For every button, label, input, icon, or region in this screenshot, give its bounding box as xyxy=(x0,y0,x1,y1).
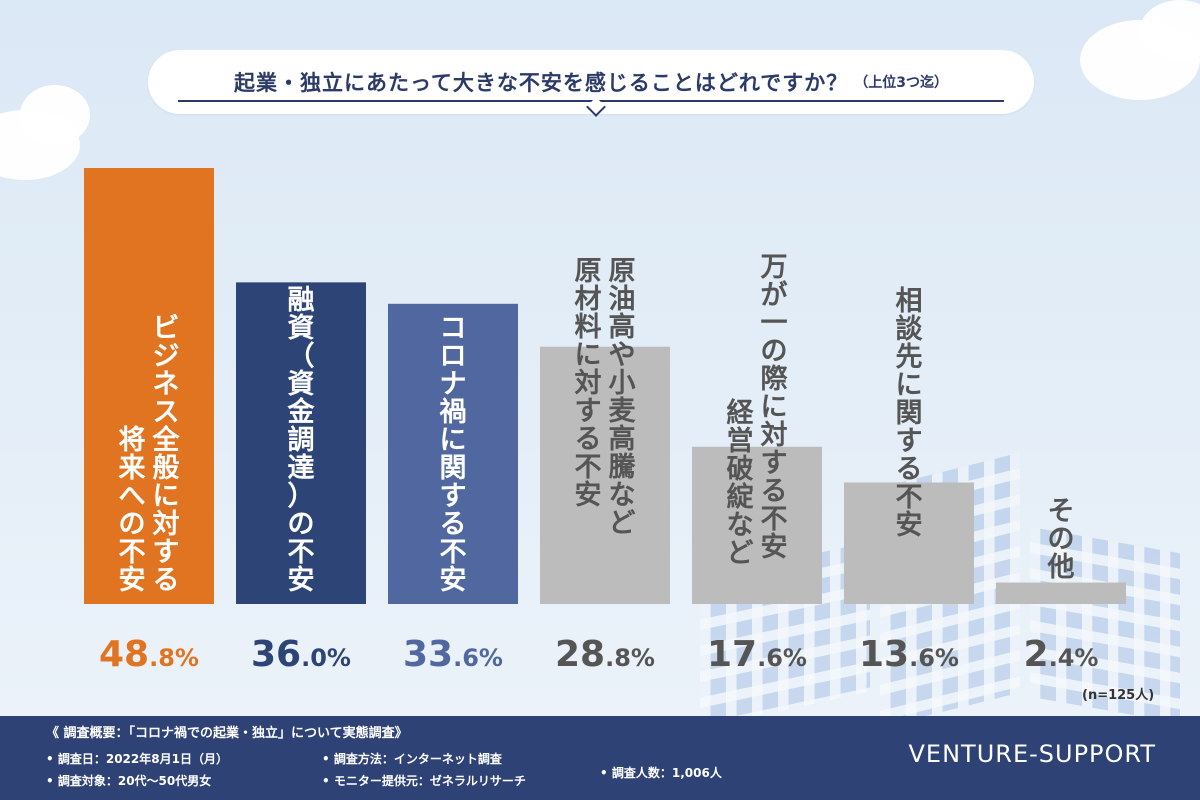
bar-3 xyxy=(388,303,518,604)
bar-label-1: 将来への不安 xyxy=(119,425,146,596)
sample-size-note: (n=125人) xyxy=(1082,688,1155,703)
bar-label-1: ビジネス全般に対する xyxy=(152,313,181,596)
bar-1 xyxy=(84,168,214,604)
survey-heading: 《 調査概要：「コロナ禍での起業・独立」について実態調査》 xyxy=(46,726,408,741)
bar-label-6: 相談先に関する不安 xyxy=(896,286,924,541)
value-label-2: 36.0% xyxy=(251,634,351,675)
value-label-1: 48.8% xyxy=(99,634,199,675)
bar-2 xyxy=(236,282,366,604)
bar-6 xyxy=(844,482,974,604)
bar-label-3: コロナ禍に関する不安 xyxy=(440,313,467,596)
cloud-decoration xyxy=(1140,0,1200,60)
bar-label-2: 融資（資金調達）の不安 xyxy=(287,285,316,596)
value-label-7: 2.4% xyxy=(1024,634,1099,675)
chart-subtitle: （上位3つ迄） xyxy=(854,75,949,91)
cloud-decoration xyxy=(20,85,90,145)
bar-7 xyxy=(996,582,1126,604)
bar-label-7: その他 xyxy=(1047,496,1075,583)
brand-logo: VENTURE-SUPPORT xyxy=(908,740,1156,768)
bar-label-5: 経営破綻など xyxy=(727,397,755,569)
bar-5 xyxy=(692,446,822,604)
bar-4 xyxy=(540,346,670,604)
value-label-5: 17.6% xyxy=(707,634,807,675)
value-label-3: 33.6% xyxy=(403,634,503,675)
value-label-4: 28.8% xyxy=(555,634,655,675)
value-label-6: 13.6% xyxy=(859,634,959,675)
survey-date: 調査日：2022年8月1日（月） xyxy=(46,750,228,767)
bar-label-5: 万が一の際に対する不安 xyxy=(761,252,788,563)
survey-count: 調査人数：1,006人 xyxy=(600,764,722,781)
bar-label-4: 原材料に対する不安 xyxy=(575,256,602,511)
bar-label-4: 原油高や小麦高騰など xyxy=(609,256,637,539)
survey-target: 調査対象：20代〜50代男女 xyxy=(46,772,211,789)
survey-footer: 《 調査概要：「コロナ禍での起業・独立」について実態調査》 調査日：2022年8… xyxy=(0,716,1200,800)
chart-title: 起業・独立にあたって大きな不安を感じることはどれですか？ xyxy=(233,71,849,95)
survey-provider: モニター提供元：ゼネラルリサーチ xyxy=(322,772,526,789)
survey-method: 調査方法：インターネット調査 xyxy=(322,750,502,767)
